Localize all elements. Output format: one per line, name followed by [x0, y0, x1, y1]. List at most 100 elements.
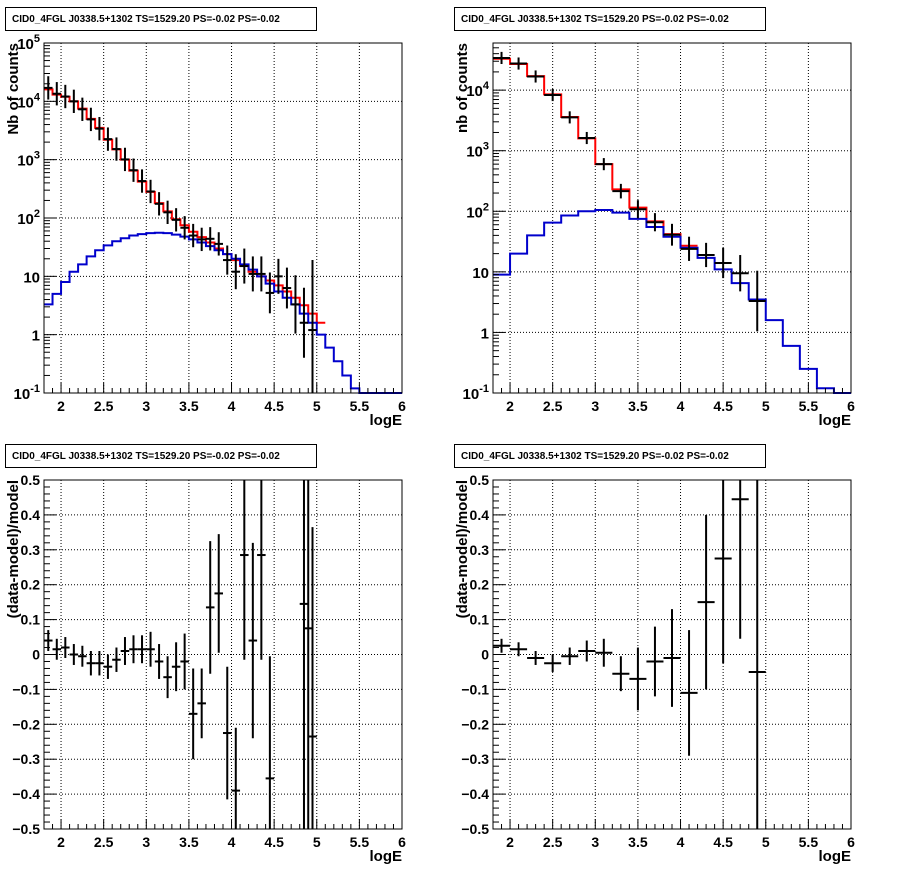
bottom-right-data-point-11 [680, 630, 698, 756]
bottom-right-x-tick-label-3: 3.5 [628, 834, 648, 850]
top-left-data-point-23 [240, 248, 249, 284]
top-left-data-point-19 [205, 227, 215, 251]
top-right-x-tick-label-0: 2 [506, 398, 514, 414]
top-left-y-tick-label-2: 10 [23, 269, 40, 286]
top-left-data-point-13 [154, 192, 164, 216]
bottom-left-data-point-10 [129, 635, 138, 664]
bottom-right-data-point-8 [629, 647, 647, 711]
top-left-data-point-15 [171, 208, 181, 232]
bottom-left-x-tick-label-8: 6 [398, 834, 406, 850]
top-right-x-tick-label-7: 5.5 [799, 398, 819, 414]
top-left-data-point-10 [129, 158, 138, 182]
bottom-right-y-tick-label-0: −0.5 [461, 821, 489, 837]
top-right-data-point-4 [561, 111, 579, 124]
bottom-left-data-point-23 [240, 480, 249, 660]
bottom-right-y-tick-label-6: 0.1 [470, 612, 490, 628]
top-left-x-tick-label-2: 3 [142, 398, 150, 414]
bottom-left-data-point-26 [265, 656, 275, 829]
bottom-left-data-point-2 [61, 637, 70, 658]
top-left-x-tick-label-6: 5 [313, 398, 321, 414]
plot-title-top-right: CID0_4FGL J0338.5+1302 TS=1529.20 PS=-0.… [454, 7, 766, 31]
top-right-histogram-series-0 [493, 57, 698, 247]
top-left-y-axis-label: Nb of counts [5, 43, 22, 135]
bottom-left-x-axis-label: logE [370, 848, 403, 865]
bottom-left-x-tick-label-4: 4 [228, 834, 236, 850]
bottom-right-x-tick-label-0: 2 [506, 834, 514, 850]
bottom-left-data-point-3 [69, 644, 79, 665]
bottom-left-data-point-13 [154, 644, 164, 679]
top-left-data-point-31 [308, 260, 317, 393]
bottom-left-data-point-20 [214, 534, 223, 653]
top-right-x-tick-label-3: 3.5 [628, 398, 648, 414]
bottom-left-y-tick-label-5: 0 [32, 647, 40, 663]
bottom-right-data-point-6 [595, 638, 613, 667]
bottom-right-x-tick-label-7: 5.5 [799, 834, 819, 850]
bottom-left-data-point-8 [112, 647, 121, 672]
top-right-x-tick-label-4: 4 [677, 398, 685, 414]
top-left-data-point-30 [299, 287, 309, 358]
top-right-y-tick-label-3: 102 [466, 201, 489, 221]
top-right-data-point-1 [510, 57, 528, 70]
top-right-data-point-15 [748, 270, 766, 332]
bottom-right-data-point-10 [663, 609, 681, 707]
bottom-left-data-point-6 [95, 651, 104, 676]
top-left-data-point-1 [52, 82, 62, 106]
bottom-right-data-point-2 [527, 651, 545, 665]
top-right-data-point-9 [646, 213, 664, 232]
top-left-data-point-5 [86, 107, 96, 132]
top-right-data-point-8 [629, 200, 647, 219]
bottom-left-data-point-9 [120, 637, 130, 665]
bottom-right-y-tick-label-9: 0.4 [470, 507, 490, 523]
top-right-y-tick-label-0: 10-1 [463, 383, 489, 403]
top-right-y-tick-label-1: 1 [481, 325, 489, 342]
bottom-right-x-tick-label-2: 3 [591, 834, 599, 850]
top-left-data-point-27 [274, 258, 283, 294]
top-left-data-point-24 [248, 256, 258, 292]
top-left-data-point-20 [214, 232, 223, 256]
bottom-left-data-point-1 [52, 638, 62, 660]
bottom-left-y-tick-label-1: −0.4 [12, 786, 40, 802]
bottom-left-y-tick-label-4: −0.1 [12, 681, 40, 697]
bottom-left-x-tick-label-6: 5 [313, 834, 321, 850]
bottom-left-data-point-16 [180, 633, 189, 690]
top-left-data-point-3 [69, 89, 79, 113]
top-left-x-tick-label-0: 2 [57, 398, 65, 414]
bottom-right-y-tick-label-5: 0 [481, 647, 489, 663]
top-left-x-tick-label-4: 4 [228, 398, 236, 414]
top-left-x-tick-label-1: 2.5 [94, 398, 114, 414]
bottom-left-y-tick-label-8: 0.3 [21, 542, 41, 558]
bottom-left-data-point-28 [303, 480, 313, 829]
top-right-data-point-7 [612, 183, 630, 199]
bottom-left-data-point-7 [103, 654, 113, 679]
bottom-left-data-point-19 [205, 541, 215, 674]
top-left-y-tick-label-3: 102 [17, 208, 40, 228]
bottom-right-data-point-14 [731, 480, 749, 639]
top-left-x-axis-label: logE [370, 412, 403, 429]
top-right-data-point-12 [697, 242, 715, 268]
top-right-y-axis-label: nb of counts [454, 43, 471, 133]
bottom-right-y-tick-label-8: 0.3 [470, 542, 490, 558]
bottom-left-x-tick-label-5: 4.5 [264, 834, 284, 850]
top-right-x-tick-label-2: 3 [591, 398, 599, 414]
bottom-left-y-axis-label: (data-model)/model [5, 480, 22, 618]
top-left-y-tick-label-1: 1 [32, 328, 40, 345]
bottom-left-x-tick-label-1: 2.5 [94, 834, 114, 850]
bottom-left-data-point-5 [86, 651, 96, 676]
bottom-right-data-point-9 [646, 626, 664, 697]
top-left-data-point-18 [197, 227, 206, 252]
top-left-data-point-9 [120, 147, 130, 172]
bottom-left-data-point-25 [257, 480, 266, 660]
top-left-data-point-0 [44, 76, 53, 100]
plot-title-bottom-right: CID0_4FGL J0338.5+1302 TS=1529.20 PS=-0.… [454, 444, 766, 468]
bottom-left-x-tick-label-7: 5.5 [350, 834, 370, 850]
bottom-right-data-point-3 [544, 654, 562, 672]
bottom-right-data-point-1 [510, 642, 528, 657]
top-left-data-point-12 [146, 179, 155, 204]
bottom-left-x-tick-label-0: 2 [57, 834, 65, 850]
bottom-right-data-point-4 [561, 647, 579, 665]
top-left-data-point-6 [95, 116, 104, 141]
plot-title-bottom-left: CID0_4FGL J0338.5+1302 TS=1529.20 PS=-0.… [5, 444, 317, 468]
bottom-right-y-tick-label-2: −0.3 [461, 751, 489, 767]
top-right-x-tick-label-5: 4.5 [713, 398, 733, 414]
